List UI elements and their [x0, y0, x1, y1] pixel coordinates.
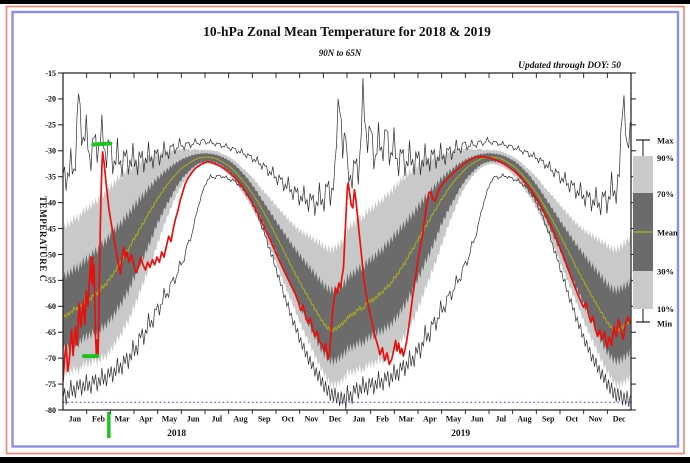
record-high-marker: [91, 141, 113, 147]
bottom-black-strip: [0, 457, 690, 463]
band-30-70: [63, 152, 631, 366]
month-label: Sep: [258, 415, 271, 424]
y-tick-label: -35: [45, 172, 56, 181]
y-axis-label: TEMPERATURE C: [38, 196, 48, 282]
chart-subtitle-region: 90N to 65N: [319, 48, 362, 58]
observed-temperature-line: [63, 150, 631, 382]
y-tick-label: -60: [45, 302, 56, 311]
y-tick-label: -75: [45, 380, 56, 389]
month-label: Feb: [92, 415, 105, 424]
month-label: May: [446, 415, 462, 424]
month-label: Oct: [566, 415, 579, 424]
month-label: Mar: [399, 415, 415, 424]
month-label: Feb: [376, 415, 389, 424]
data-layers: [63, 78, 631, 410]
legend-label: Mean: [657, 228, 678, 238]
month-label: Dec: [613, 415, 626, 424]
month-label: Jul: [211, 415, 222, 424]
legend-label: 90%: [657, 153, 674, 163]
legend-label: 70%: [657, 189, 674, 199]
inner-blue-border: [11, 10, 680, 448]
y-tick-label: -25: [45, 121, 56, 130]
legend-label: Min: [657, 319, 672, 329]
month-label: Jun: [471, 415, 484, 424]
y-tick-label: -45: [45, 224, 56, 233]
legend: Max 90% 70% Mean 30% 10% Min: [633, 136, 678, 329]
month-label: Jan: [353, 415, 366, 424]
year-label: 2019: [451, 429, 470, 439]
y-tick-label: -70: [45, 354, 56, 363]
y-tick-label: -20: [45, 95, 56, 104]
month-label: May: [162, 415, 178, 424]
month-label: Sep: [542, 415, 555, 424]
y-tick-label: -30: [45, 147, 56, 156]
mean-line: [63, 156, 631, 333]
year-label: 2018: [167, 429, 186, 439]
y-tick-label: -65: [45, 328, 56, 337]
y-tick-label: -80: [45, 406, 56, 415]
band-10-90: [63, 147, 631, 389]
legend-label: 10%: [657, 304, 674, 314]
month-label: Apr: [139, 415, 153, 424]
updated-through-note: Updated through DOY: 50: [518, 61, 621, 71]
y-tick-label: -55: [45, 276, 56, 285]
month-label: Apr: [423, 415, 437, 424]
month-label: Aug: [233, 415, 247, 424]
y-tick-label: -40: [45, 198, 56, 207]
max-line: [63, 78, 631, 216]
month-label: Mar: [115, 415, 131, 424]
legend-label: 30%: [657, 267, 674, 277]
month-label: Nov: [589, 415, 603, 424]
min-line: [63, 173, 631, 410]
month-label: Dec: [329, 415, 342, 424]
y-tick-label: -15: [45, 69, 56, 78]
outer-red-border: [5, 5, 685, 455]
chart-title: 10-hPa Zonal Mean Temperature for 2018 &…: [203, 24, 491, 39]
y-tick-label: -50: [45, 250, 56, 259]
month-label: Aug: [517, 415, 531, 424]
plot-area: -15 -20 -25 -30 -35 -40 -45 -50 -55 -60 -65 -70 -75 -…: [45, 69, 678, 439]
month-label: Jun: [187, 415, 200, 424]
top-black-strip: [0, 0, 690, 4]
month-label: Jul: [495, 415, 506, 424]
legend-label: Max: [657, 136, 674, 146]
month-label: Nov: [305, 415, 319, 424]
month-label: Oct: [282, 415, 295, 424]
month-label: Jan: [69, 415, 82, 424]
